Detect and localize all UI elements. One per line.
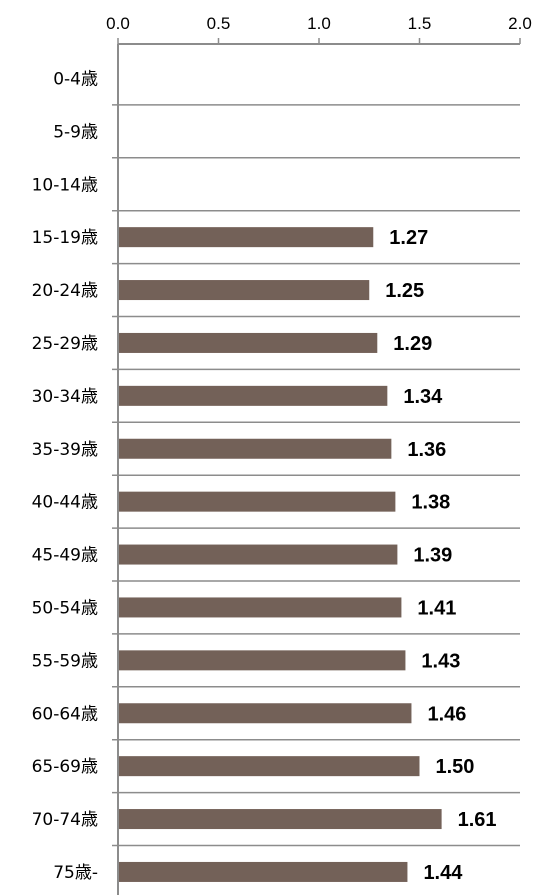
bar xyxy=(119,280,370,301)
data-label: 1.50 xyxy=(436,756,475,778)
category-label: 10-14歳 xyxy=(32,175,98,195)
data-label: 1.36 xyxy=(407,439,446,461)
x-tick-label: 0.0 xyxy=(106,14,130,33)
bar xyxy=(119,703,412,724)
category-label: 45-49歳 xyxy=(32,546,98,566)
x-tick-label: 1.0 xyxy=(307,14,331,33)
category-label: 50-54歳 xyxy=(32,598,98,618)
category-label: 40-44歳 xyxy=(32,493,98,513)
data-label: 1.38 xyxy=(411,492,450,514)
data-label: 1.29 xyxy=(393,333,432,355)
category-label: 65-69歳 xyxy=(32,757,98,777)
bar xyxy=(119,438,392,459)
data-label: 1.61 xyxy=(458,809,497,831)
category-label: 75歳- xyxy=(53,863,98,883)
category-label: 0-4歳 xyxy=(53,69,98,89)
category-label: 30-34歳 xyxy=(32,387,98,407)
bar xyxy=(119,650,406,671)
data-label: 1.46 xyxy=(427,703,466,725)
x-tick-label: 0.5 xyxy=(207,14,231,33)
bar xyxy=(119,491,396,512)
data-label: 1.34 xyxy=(403,386,443,408)
bar xyxy=(119,544,398,565)
data-label: 1.41 xyxy=(417,597,456,619)
bar xyxy=(119,227,374,248)
bar xyxy=(119,861,408,882)
category-label: 20-24歳 xyxy=(32,281,98,301)
bar xyxy=(119,385,388,406)
category-label: 25-29歳 xyxy=(32,334,98,354)
x-tick-label: 1.5 xyxy=(408,14,432,33)
data-label: 1.27 xyxy=(389,227,428,249)
data-label: 1.44 xyxy=(423,862,463,884)
x-tick-label: 2.0 xyxy=(508,14,532,33)
data-label: 1.39 xyxy=(413,545,452,567)
bar xyxy=(119,597,402,618)
category-label: 15-19歳 xyxy=(32,228,98,248)
bar xyxy=(119,809,442,830)
category-label: 5-9歳 xyxy=(53,122,98,142)
bar xyxy=(119,756,420,777)
bar xyxy=(119,332,378,353)
category-label: 35-39歳 xyxy=(32,440,98,460)
category-label: 70-74歳 xyxy=(32,810,98,830)
data-label: 1.43 xyxy=(421,650,460,672)
category-label: 55-59歳 xyxy=(32,651,98,671)
category-label: 60-64歳 xyxy=(32,704,98,724)
data-label: 1.25 xyxy=(385,280,424,302)
